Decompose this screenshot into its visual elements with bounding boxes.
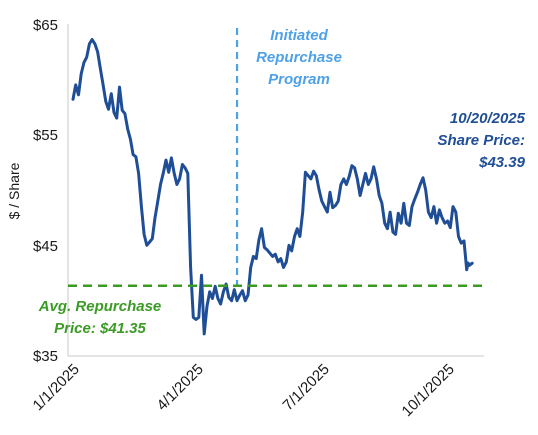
avg-repurchase-annotation-line: Avg. Repurchase bbox=[38, 298, 162, 315]
share-price-annotation-line: $43.39 bbox=[478, 154, 526, 171]
x-tick-label: 1/1/2025 bbox=[30, 361, 83, 414]
y-axis-label: $ / Share bbox=[6, 162, 22, 219]
y-tick-label: $65 bbox=[33, 17, 58, 34]
y-tick-label: $35 bbox=[33, 348, 58, 365]
initiated-annotation-line: Repurchase bbox=[256, 49, 342, 66]
initiated-annotation-line: Program bbox=[268, 71, 330, 88]
share-price-annotation-line: 10/20/2025 bbox=[450, 110, 526, 127]
x-tick-label: 4/1/2025 bbox=[154, 361, 207, 414]
initiated-annotation-line: Initiated bbox=[270, 27, 328, 44]
initiated-annotation: Initiated Repurchase Program bbox=[256, 27, 342, 88]
share-price-annotation-line: Share Price: bbox=[437, 132, 525, 149]
x-tick-label: 10/1/2025 bbox=[399, 361, 458, 420]
y-tick-label: $55 bbox=[33, 127, 58, 144]
share-price-annotation: 10/20/2025 Share Price: $43.39 bbox=[437, 110, 525, 171]
x-tick-label: 7/1/2025 bbox=[280, 361, 333, 414]
y-tick-label: $45 bbox=[33, 238, 58, 255]
avg-repurchase-annotation: Avg. Repurchase Price: $41.35 bbox=[38, 298, 162, 337]
avg-repurchase-annotation-line: Price: $41.35 bbox=[54, 320, 146, 337]
share-price-series-line bbox=[71, 38, 474, 336]
